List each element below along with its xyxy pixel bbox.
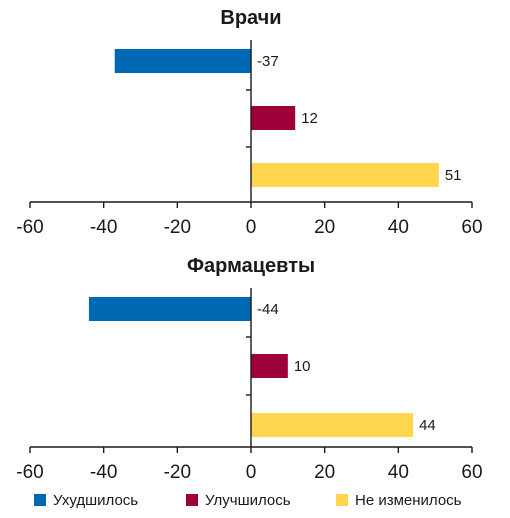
legend-item-unchanged: Не изменилось bbox=[336, 489, 462, 511]
bar-0-1 bbox=[251, 106, 296, 130]
x-tick-label-0-1: -40 bbox=[90, 217, 117, 238]
x-tick-label-1-6: 60 bbox=[461, 462, 482, 483]
chart-title-0: Врачи bbox=[220, 7, 281, 29]
bar-0-0 bbox=[114, 49, 251, 73]
x-tick-label-1-3: 0 bbox=[246, 462, 257, 483]
x-tick-label-1-4: 20 bbox=[314, 462, 335, 483]
legend-swatch-unchanged bbox=[336, 494, 348, 506]
legend-swatch-better bbox=[186, 494, 198, 506]
bar-1-1 bbox=[251, 354, 288, 378]
data-label-1-2: 44 bbox=[419, 417, 436, 434]
chart-title-1: Фармацевты bbox=[187, 255, 315, 277]
bar-1-0 bbox=[88, 297, 251, 321]
x-tick-label-0-0: -60 bbox=[16, 217, 43, 238]
x-tick-label-1-0: -60 bbox=[16, 462, 43, 483]
data-label-1-1: 10 bbox=[294, 358, 311, 375]
x-tick-label-1-5: 40 bbox=[388, 462, 409, 483]
legend-label-worse: Ухудшилось bbox=[53, 491, 139, 509]
x-tick-label-1-1: -40 bbox=[90, 462, 117, 483]
legend-swatch-worse bbox=[34, 494, 46, 506]
x-tick-label-0-3: 0 bbox=[246, 217, 257, 238]
data-label-0-0: -37 bbox=[257, 53, 279, 70]
legend: Ухудшилось Улучшилось Не изменилось bbox=[0, 489, 510, 511]
legend-item-better: Улучшилось bbox=[186, 489, 291, 511]
x-tick-label-0-2: -20 bbox=[164, 217, 191, 238]
x-tick-label-0-6: 60 bbox=[461, 217, 482, 238]
data-label-0-1: 12 bbox=[301, 110, 318, 127]
x-tick-label-0-4: 20 bbox=[314, 217, 335, 238]
bar-0-2 bbox=[251, 163, 439, 187]
legend-item-worse: Ухудшилось bbox=[34, 489, 138, 511]
x-tick-label-0-5: 40 bbox=[388, 217, 409, 238]
data-label-0-2: 51 bbox=[445, 167, 462, 184]
x-tick-label-1-2: -20 bbox=[164, 462, 191, 483]
legend-label-unchanged: Не изменилось bbox=[355, 491, 462, 509]
legend-label-better: Улучшилось bbox=[205, 491, 291, 509]
data-label-1-0: -44 bbox=[257, 301, 279, 318]
bar-1-2 bbox=[251, 413, 414, 437]
